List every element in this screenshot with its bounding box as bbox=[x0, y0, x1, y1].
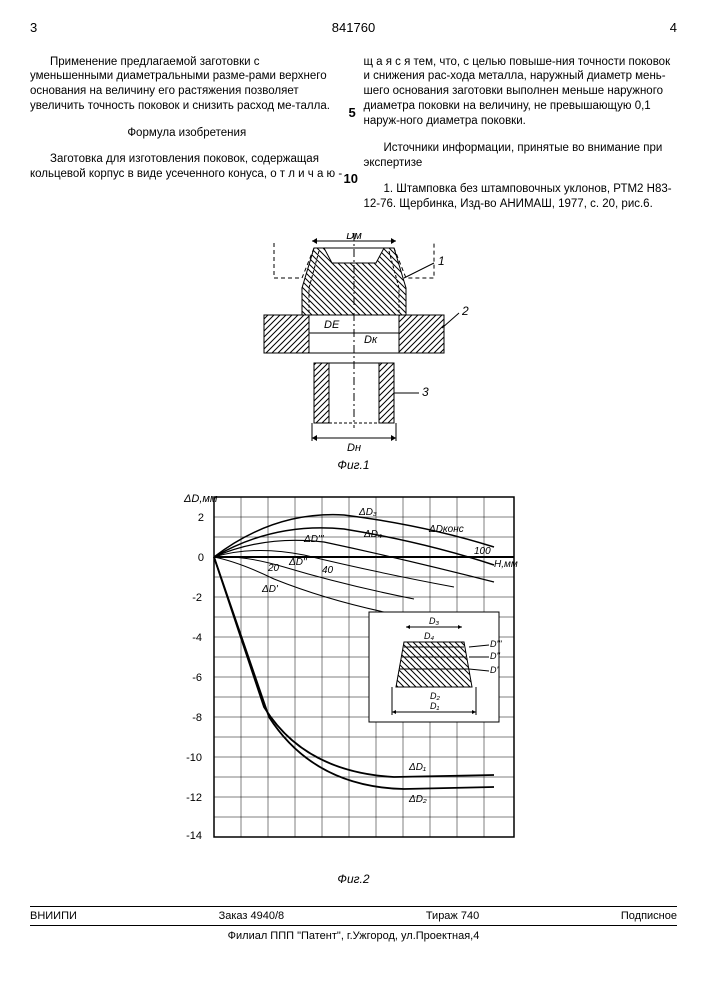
inset-dpp: D'' bbox=[490, 651, 500, 661]
lbl-dd2: ΔD₂ bbox=[408, 794, 427, 805]
doc-number: 841760 bbox=[37, 20, 670, 35]
page-left: 3 bbox=[30, 20, 37, 35]
fig2-inset: D₃ D₄ D₁ D₂ D''' D'' D' bbox=[369, 612, 502, 722]
footer-sign: Подписное bbox=[621, 910, 677, 922]
ytick-m10: -10 bbox=[186, 752, 202, 764]
lbl-ddk: ΔDконс bbox=[428, 524, 464, 535]
left-p2: Заготовка для изготовления поковок, соде… bbox=[30, 152, 344, 182]
right-column: щ а я с я тем, что, с целью повыше-ния т… bbox=[364, 43, 678, 223]
label-3: 3 bbox=[422, 385, 429, 399]
right-p2: 1. Штамповка без штамповочных уклонов, Р… bbox=[364, 182, 678, 212]
ytick-m8: -8 bbox=[192, 712, 202, 724]
inset-dp: D' bbox=[490, 665, 498, 675]
inset-d4: D₄ bbox=[424, 631, 434, 641]
ytick-2: 2 bbox=[197, 512, 203, 524]
lbl-dd3: ΔD₃ bbox=[358, 507, 377, 518]
ytick-m12: -12 bbox=[186, 792, 202, 804]
lbl-ddpp: ΔD'' bbox=[288, 557, 308, 568]
label-dk: Dк bbox=[364, 334, 378, 346]
label-2: 2 bbox=[461, 304, 469, 318]
fig1-caption: Фиг.1 bbox=[30, 458, 677, 472]
xtick-100: 100 bbox=[474, 546, 491, 557]
footer: ВНИИПИ Заказ 4940/8 Тираж 740 Подписное … bbox=[30, 906, 677, 942]
page-right: 4 bbox=[670, 20, 677, 35]
lbl-dd4: ΔD₄ bbox=[363, 529, 382, 540]
ytick-m14: -14 bbox=[186, 830, 202, 842]
ytick-m4: -4 bbox=[192, 632, 202, 644]
ytick-m2: -2 bbox=[192, 592, 202, 604]
header-row: 3 841760 4 bbox=[30, 20, 677, 35]
inset-d3: D₃ bbox=[429, 616, 439, 626]
figure-1: Dм DЕ Dк Dн 1 2 3 Фиг.1 bbox=[30, 233, 677, 472]
left-p1: Применение предлагаемой заготовки с умен… bbox=[30, 55, 344, 115]
inset-dppp: D''' bbox=[490, 639, 502, 649]
ytick-m6: -6 bbox=[192, 672, 202, 684]
ylabel: ΔD,мм bbox=[183, 493, 218, 505]
lbl-ddppp: ΔD''' bbox=[303, 534, 325, 545]
lbl-dd1: ΔD₁ bbox=[408, 762, 426, 773]
side-num-10: 10 bbox=[344, 171, 358, 186]
inset-d1: D₁ bbox=[430, 701, 439, 711]
fig2-svg: ΔD,мм 2 0 -2 -4 -6 -8 -10 -12 -14 20 40 … bbox=[174, 487, 534, 867]
formula-title: Формула изобретения bbox=[30, 126, 344, 141]
fig1-svg: Dм DЕ Dк Dн 1 2 3 bbox=[224, 233, 484, 453]
label-1: 1 bbox=[438, 254, 445, 268]
xlabel: H,мм bbox=[494, 559, 518, 570]
left-column: Применение предлагаемой заготовки с умен… bbox=[30, 43, 344, 223]
footer-org: ВНИИПИ bbox=[30, 910, 77, 922]
side-num-5: 5 bbox=[349, 105, 356, 120]
inset-d2: D₂ bbox=[430, 691, 440, 701]
lbl-ddp: ΔD' bbox=[261, 584, 279, 595]
footer-line1: ВНИИПИ Заказ 4940/8 Тираж 740 Подписное bbox=[30, 906, 677, 926]
right-p1: щ а я с я тем, что, с целью повыше-ния т… bbox=[364, 55, 678, 130]
footer-branch: Филиал ППП "Патент", г.Ужгород, ул.Проек… bbox=[30, 926, 677, 942]
footer-tirazh: Тираж 740 bbox=[426, 910, 479, 922]
figure-2: ΔD,мм 2 0 -2 -4 -6 -8 -10 -12 -14 20 40 … bbox=[30, 487, 677, 886]
footer-order: Заказ 4940/8 bbox=[219, 910, 285, 922]
label-dh: Dн bbox=[347, 442, 361, 453]
xtick-20: 20 bbox=[267, 563, 280, 574]
xtick-40: 40 bbox=[322, 565, 334, 576]
sources-title: Источники информации, принятые во вниман… bbox=[364, 141, 678, 171]
ytick-0: 0 bbox=[197, 552, 203, 564]
text-columns: Применение предлагаемой заготовки с умен… bbox=[30, 43, 677, 223]
label-de: DЕ bbox=[324, 319, 340, 331]
fig2-caption: Фиг.2 bbox=[30, 872, 677, 886]
